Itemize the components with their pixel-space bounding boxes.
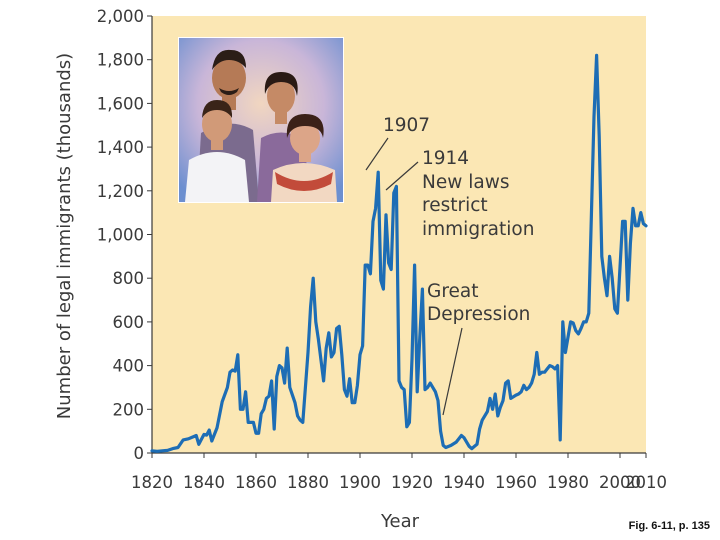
y-tick-label: 800 [113,269,145,288]
y-tick-label: 1,400 [97,138,144,157]
x-tick-label: 1860 [235,473,277,492]
annotation-1914: 1914 New laws restrict immigration [385,148,534,240]
annotation-1907-label: 1907 [383,115,430,136]
annotation-1914-line2: New laws [422,172,509,193]
annotation-1914-pointer [385,161,419,191]
x-tick-label: 1960 [495,473,537,492]
annotation-great-depression: Great Depression [427,281,530,416]
figure-caption: Fig. 6-11, p. 135 [628,520,710,532]
y-tick-label: 0 [134,444,145,463]
annotation-depression-line1: Great [427,281,479,302]
y-tick-label: 2,000 [97,7,144,26]
y-tick-label: 1,000 [97,226,144,245]
annotation-1907-pointer [365,137,389,171]
x-tick-label: 1980 [547,473,589,492]
y-tick-label: 400 [113,357,145,376]
y-tick-label: 1,800 [97,51,144,70]
annotation-1914-line1: 1914 [422,148,469,169]
x-tick-label: 2010 [625,473,667,492]
annotation-1907: 1907 [365,115,430,171]
x-tick-label: 1820 [131,473,173,492]
x-tick-label: 2000 [599,473,641,492]
immigration-series-line [150,53,648,453]
annotation-1914-line3: restrict [422,195,488,216]
y-tick-label: 600 [113,313,145,332]
y-tick-label: 1,200 [97,182,144,201]
y-axis: 0 200 400 600 800 1,000 1,200 1,400 1,600 1,800 2,… [97,7,152,463]
y-tick-label: 1,600 [97,94,144,113]
x-tick-label: 1840 [183,473,225,492]
x-axis-title: Year [380,511,420,532]
x-tick-label: 1900 [339,473,381,492]
annotation-depression-pointer [442,327,463,416]
annotation-depression-line2: Depression [427,304,530,325]
annotation-1914-line4: immigration [422,219,534,240]
x-axis: 1820 1840 1860 1880 1900 1920 1940 1960 1980 2000… [131,453,667,492]
family-photo [178,37,344,203]
family-photo-illustration [179,38,343,202]
x-tick-label: 1920 [391,473,433,492]
x-tick-label: 1880 [287,473,329,492]
y-axis-title: Number of legal immigrants (thousands) [54,53,75,419]
x-tick-label: 1940 [443,473,485,492]
y-tick-label: 200 [113,400,145,419]
